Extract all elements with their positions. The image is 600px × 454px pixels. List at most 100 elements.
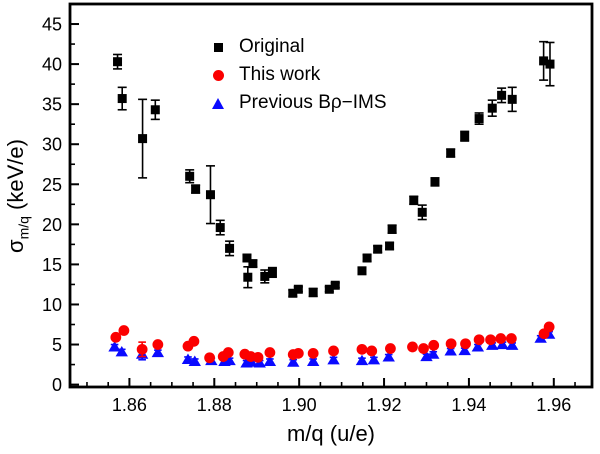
data-point-triangle [108,341,121,352]
data-point-square [215,223,225,233]
data-point-circle [485,334,496,346]
x-tick-label: 1.96 [536,395,571,415]
legend-label-original: Original [239,36,305,57]
data-point-circle [222,347,234,358]
x-tick-label: 1.90 [282,395,317,415]
legend-label-previous-brho-ims: Previous Bρ−IMS [239,92,387,113]
data-point-triangle [458,344,471,356]
data-point-triangle [367,353,381,365]
data-point-circle [460,338,471,350]
x-axis-ticks [86,378,576,387]
data-point-circle [473,334,485,346]
data-point-square [373,244,383,254]
data-point-square [260,271,270,281]
data-point-square [460,131,470,141]
data-point-square [446,148,456,158]
data-point-triangle [115,345,128,357]
series-original [113,40,555,298]
circle-marker-icon [212,69,224,81]
data-point-square [539,56,549,66]
triangle-marker-icon [212,97,224,109]
data-point-circle [118,325,130,336]
legend-item-previous-brho-ims: Previous Bρ−IMS [206,89,387,117]
x-tick-label: 1.92 [367,395,402,415]
y-tick-label: 40 [42,55,62,75]
data-point-triangle [188,355,201,366]
data-point-triangle [382,351,395,362]
data-point-circle [328,345,339,357]
data-point-square [324,284,334,294]
data-point-circle [307,347,319,359]
x-tick-labels: 1.86 1.88 1.90 1.92 1.94 1.96 [112,395,571,415]
data-point-square [387,224,397,234]
data-point-triangle [306,355,320,366]
data-point-square [242,253,252,263]
x-axis-title: m/q (u/e) [286,421,376,446]
legend-item-original: Original [206,33,387,61]
series-this-work [110,321,555,364]
data-point-triangle [496,338,509,350]
data-point-circle [366,345,378,357]
data-point-triangle [444,345,457,356]
data-point-square [308,287,318,297]
data-point-triangle [263,355,277,366]
data-point-circle [428,339,440,351]
data-point-square [185,171,195,181]
data-point-square [357,266,367,276]
data-point-circle [543,321,555,333]
data-point-triangle [223,354,236,366]
square-marker-icon [213,42,223,52]
x-tick-label: 1.86 [112,395,147,415]
data-point-square [507,94,517,104]
data-point-square [150,105,160,115]
data-point-triangle [151,346,165,358]
data-point-circle [495,333,507,344]
y-tick-label: 0 [52,375,62,395]
data-point-square [417,207,427,217]
data-point-circle [356,343,368,355]
data-point-square [474,114,484,124]
data-point-square [430,177,440,187]
data-point-square [205,190,215,200]
data-point-square [497,90,507,100]
data-point-square [293,284,303,294]
data-point-square [225,243,235,253]
y-tick-label: 10 [42,295,62,315]
x-tick-label: 1.94 [451,395,486,415]
data-point-triangle [506,339,519,350]
data-point-triangle [181,353,195,364]
data-point-circle [136,343,148,355]
y-tick-label: 5 [52,335,62,355]
data-point-triangle [355,354,369,366]
data-point-square [138,134,148,144]
data-point-square [545,59,555,69]
legend-item-this-work: This work [206,61,387,89]
data-point-circle [188,335,200,347]
legend-label-this-work: This work [239,64,321,85]
y-axis-title: σm/q (keV/e) [3,139,32,253]
data-point-square [191,184,201,194]
data-point-triangle [471,341,485,352]
data-point-square [330,280,340,290]
data-point-square [288,288,298,298]
data-point-circle [264,347,276,358]
data-point-circle [445,338,457,350]
data-point-square [409,195,419,205]
y-tick-label: 25 [42,175,62,195]
data-point-square [117,94,127,104]
data-point-triangle [427,348,440,359]
y-tick-label: 35 [42,95,62,115]
data-point-square [113,57,123,67]
data-point-square [385,241,395,251]
data-point-circle [407,341,418,353]
data-point-square [248,259,258,269]
data-point-square [362,253,372,263]
data-point-circle [418,343,429,354]
data-point-square [243,272,253,282]
data-point-circle [292,347,304,359]
data-point-circle [505,333,517,344]
y-tick-label: 20 [42,215,62,235]
x-tick-label: 1.88 [197,395,232,415]
